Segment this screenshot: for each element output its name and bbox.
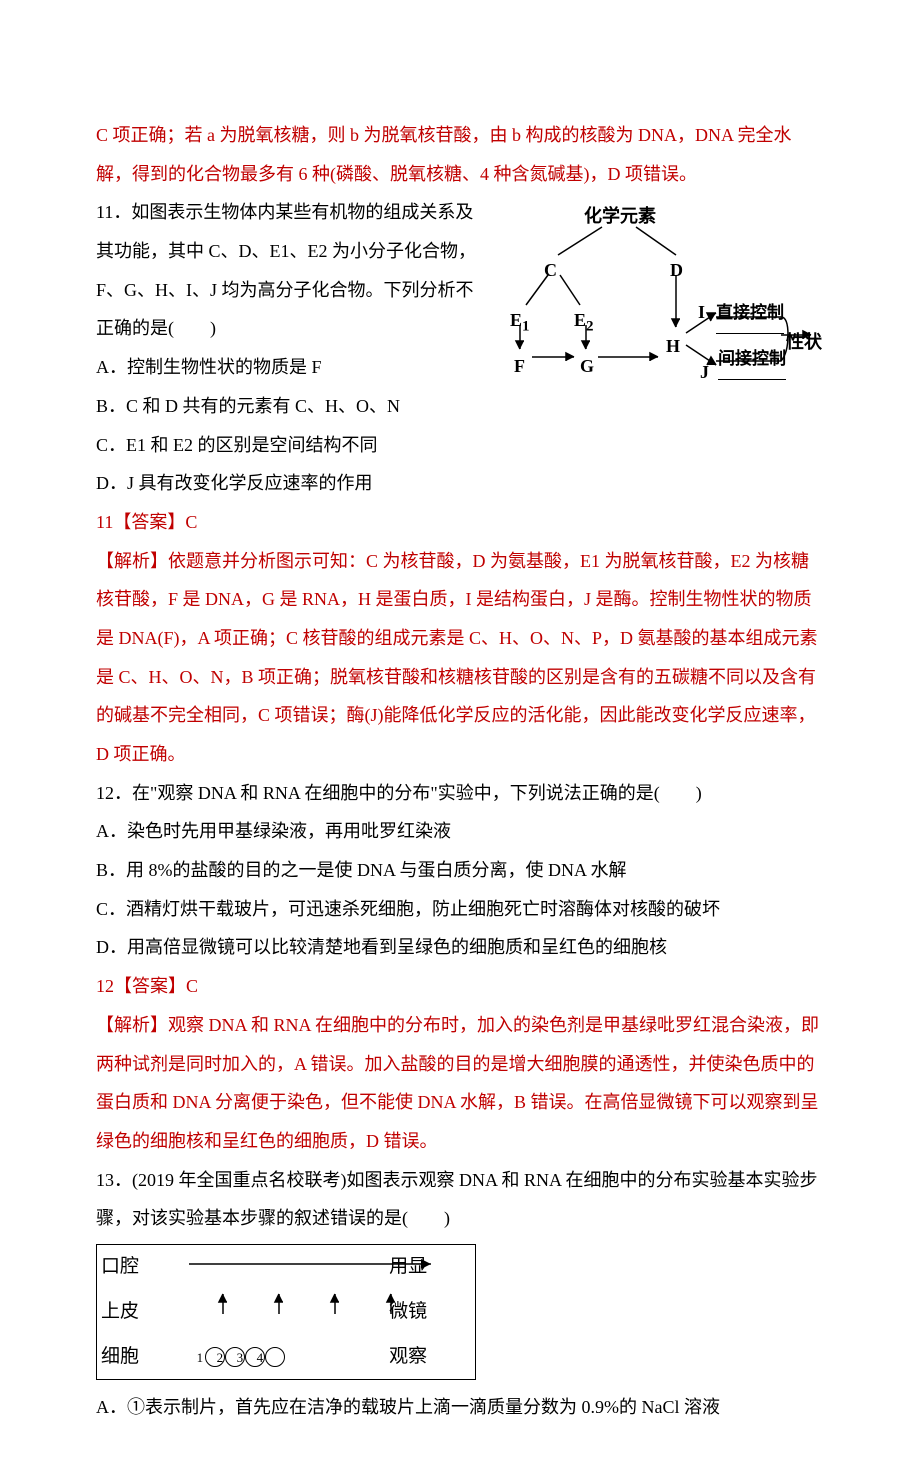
dia-f: F xyxy=(514,347,525,386)
step-1-icon: 1 xyxy=(205,1347,225,1367)
dia2-l1: 口腔 xyxy=(97,1244,187,1289)
q11-b: B．C 和 D 共有的元素有 C、H、O、N xyxy=(96,387,824,426)
dia-h: H xyxy=(666,327,680,366)
q13-stem: 13．(2019 年全国重点名校联考)如图表示观察 DNA 和 RNA 在细胞中… xyxy=(96,1161,824,1238)
dia2-r3: 观察 xyxy=(385,1335,475,1380)
q13-a: A．①表示制片，首先应在洁净的载玻片上滴一滴质量分数为 0.9%的 NaCl 溶… xyxy=(96,1388,824,1427)
q11-d: D．J 具有改变化学反应速率的作用 xyxy=(96,464,824,503)
q12-c: C．酒精灯烘干载玻片，可迅速杀死细胞，防止细胞死亡时溶酶体对核酸的破坏 xyxy=(96,890,824,929)
dia-top: 化学元素 xyxy=(584,197,656,236)
step-2-icon: 2 xyxy=(225,1347,245,1367)
dia-e2: E2 xyxy=(574,301,594,343)
q12-answer: 12【答案】C xyxy=(96,967,824,1006)
q12-stem: 12．在"观察 DNA 和 RNA 在细胞中的分布"实验中，下列说法正确的是( … xyxy=(96,774,824,813)
q11-explanation: 【解析】依题意并分析图示可知：C 为核苷酸，D 为氨基酸，E1 为脱氧核苷酸，E… xyxy=(96,542,824,774)
dia-ctrl2: 间接控制 xyxy=(718,341,786,380)
q11-answer: 11【答案】C xyxy=(96,503,824,542)
diagram-q13: 口腔 用显 上皮 xyxy=(96,1244,476,1381)
dia-d: D xyxy=(670,251,683,290)
step-4-icon: 4 xyxy=(265,1347,285,1367)
dia2-l3: 细胞 xyxy=(97,1335,187,1380)
dia2-l2: 上皮 xyxy=(97,1290,187,1335)
q12-b: B．用 8%的盐酸的目的之一是使 DNA 与蛋白质分离，使 DNA 水解 xyxy=(96,851,824,890)
dia-i: I xyxy=(698,293,705,332)
dia-g: G xyxy=(580,347,594,386)
diagram-q11: 化学元素 C D E1 E2 F G H I 直接控制 J 间接控制 性状 xyxy=(486,197,824,377)
step-3-icon: 3 xyxy=(245,1347,265,1367)
q11-c: C．E1 和 E2 的区别是空间结构不同 xyxy=(96,426,824,465)
q12-explanation: 【解析】观察 DNA 和 RNA 在细胞中的分布时，加入的染色剂是甲基绿吡罗红混… xyxy=(96,1006,824,1161)
dia-e1: E1 xyxy=(510,301,530,343)
dia-ctrl1: 直接控制 xyxy=(716,295,784,334)
q12-d: D．用高倍显微镜可以比较清楚地看到呈绿色的细胞质和呈红色的细胞核 xyxy=(96,928,824,967)
q12-a: A．染色时先用甲基绿染液，再用吡罗红染液 xyxy=(96,812,824,851)
dia-j: J xyxy=(700,353,709,392)
dia-c: C xyxy=(544,251,557,290)
dia-trait: 性状 xyxy=(786,323,822,362)
explanation-prev: C 项正确；若 a 为脱氧核糖，则 b 为脱氧核苷酸，由 b 构成的核酸为 DN… xyxy=(96,116,824,193)
